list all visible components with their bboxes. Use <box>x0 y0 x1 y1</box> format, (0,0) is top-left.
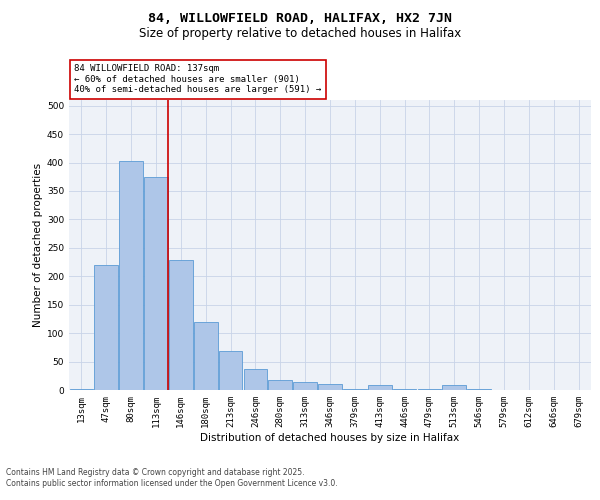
Bar <box>219 351 242 390</box>
Bar <box>244 369 267 390</box>
Text: Size of property relative to detached houses in Halifax: Size of property relative to detached ho… <box>139 28 461 40</box>
Bar <box>94 265 118 390</box>
Text: 84 WILLOWFIELD ROAD: 137sqm
← 60% of detached houses are smaller (901)
40% of se: 84 WILLOWFIELD ROAD: 137sqm ← 60% of det… <box>74 64 322 94</box>
Bar <box>293 382 317 390</box>
Bar <box>393 389 416 390</box>
Bar <box>268 380 292 390</box>
Bar <box>442 386 466 390</box>
Bar <box>70 389 93 390</box>
Bar <box>343 389 367 390</box>
Bar <box>418 389 441 390</box>
Bar <box>194 322 218 390</box>
Bar <box>144 177 168 390</box>
Bar <box>318 384 342 390</box>
Y-axis label: Number of detached properties: Number of detached properties <box>33 163 43 327</box>
Bar <box>119 161 143 390</box>
Text: Contains HM Land Registry data © Crown copyright and database right 2025.
Contai: Contains HM Land Registry data © Crown c… <box>6 468 338 487</box>
X-axis label: Distribution of detached houses by size in Halifax: Distribution of detached houses by size … <box>200 432 460 442</box>
Bar <box>368 386 392 390</box>
Text: 84, WILLOWFIELD ROAD, HALIFAX, HX2 7JN: 84, WILLOWFIELD ROAD, HALIFAX, HX2 7JN <box>148 12 452 26</box>
Bar <box>169 260 193 390</box>
Bar <box>467 389 491 390</box>
